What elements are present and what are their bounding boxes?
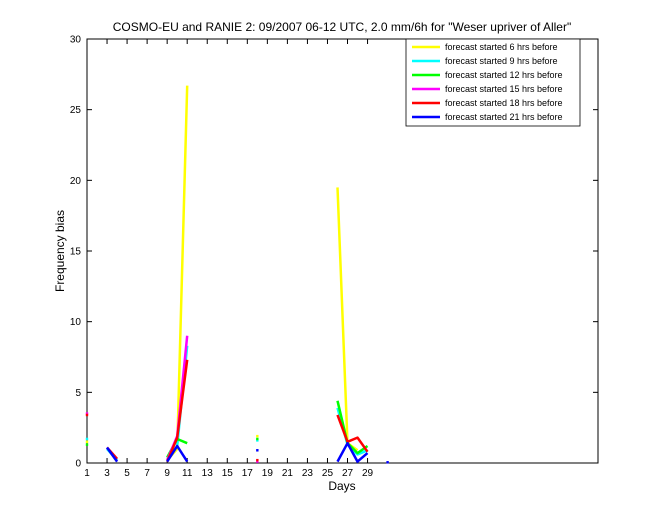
legend-label: forecast started 15 hrs before xyxy=(445,84,563,94)
series-line xyxy=(336,400,369,455)
x-tick-label: 15 xyxy=(222,468,234,479)
series-line xyxy=(105,446,119,463)
y-tick-label: 5 xyxy=(75,388,81,399)
x-tick-label: 21 xyxy=(282,468,294,479)
series-line xyxy=(166,359,189,463)
y-tick-label: 30 xyxy=(70,35,82,46)
x-tick-label: 27 xyxy=(342,468,354,479)
series-line xyxy=(336,414,369,453)
y-tick-label: 0 xyxy=(75,459,81,470)
x-tick-label: 19 xyxy=(262,468,274,479)
legend-label: forecast started 18 hrs before xyxy=(445,98,563,108)
x-tick-label: 11 xyxy=(182,468,193,479)
chart-title: COSMO-EU and RANIE 2: 09/2007 06-12 UTC,… xyxy=(113,20,571,34)
legend: forecast started 6 hrs before forecast st… xyxy=(405,38,581,127)
x-axis-title: Days xyxy=(328,479,355,493)
y-axis: 0 5 10 15 20 25 30 xyxy=(70,35,598,470)
x-tick-label: 5 xyxy=(124,468,130,479)
x-tick-label: 13 xyxy=(202,468,214,479)
x-axis: 1 3 5 7 9 11 13 15 17 19 21 23 25 27 29 xyxy=(84,39,374,479)
legend-label: forecast started 9 hrs before xyxy=(445,56,558,66)
series-line xyxy=(166,444,189,463)
x-tick-label: 9 xyxy=(164,468,170,479)
legend-label: forecast started 6 hrs before xyxy=(445,42,558,52)
legend-label: forecast started 12 hrs before xyxy=(445,70,563,80)
legend-label: forecast started 21 hrs before xyxy=(445,112,563,122)
y-tick-label: 20 xyxy=(70,176,82,187)
x-tick-label: 17 xyxy=(242,468,254,479)
y-tick-label: 15 xyxy=(70,247,82,258)
series-layer xyxy=(85,85,389,464)
y-tick-label: 25 xyxy=(70,105,82,116)
x-tick-label: 29 xyxy=(362,468,374,479)
x-tick-label: 1 xyxy=(84,468,90,479)
legend-box xyxy=(405,38,581,127)
x-tick-label: 3 xyxy=(104,468,110,479)
x-tick-label: 7 xyxy=(144,468,150,479)
x-tick-label: 25 xyxy=(322,468,334,479)
y-axis-title: Frequency bias xyxy=(53,210,67,292)
series-line xyxy=(336,441,369,463)
series-6 xyxy=(105,441,389,464)
x-tick-label: 23 xyxy=(302,468,314,479)
y-tick-label: 10 xyxy=(70,317,82,328)
